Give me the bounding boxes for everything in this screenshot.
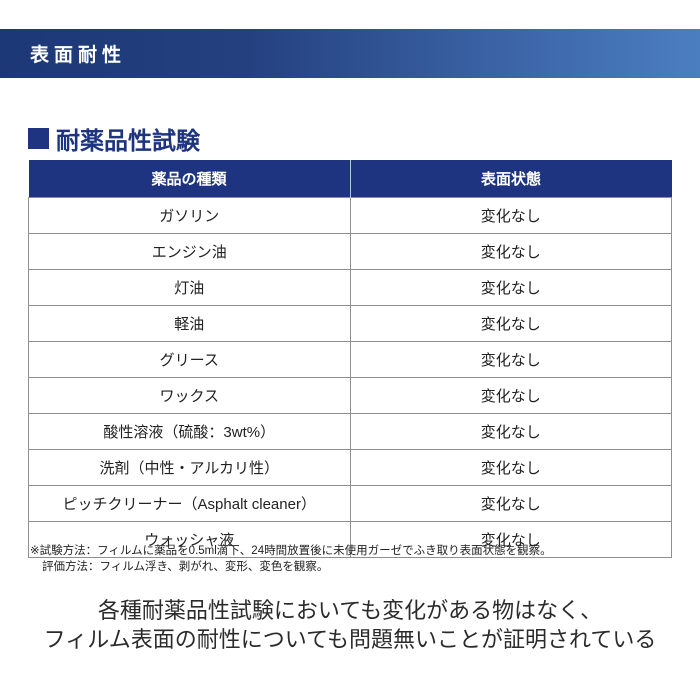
table-cell-chemical: ワックス [28,377,351,414]
table-cell-status: 変化なし [349,521,672,558]
chemical-resistance-table: 薬品の種類 表面状態 ガソリン 変化なし エンジン油 変化なし 灯油 変化なし 軽油 変化なし… [28,160,672,558]
table-header-row: 薬品の種類 表面状態 [28,160,672,198]
table-cell-status: 変化なし [349,269,672,306]
chemical-resistance-table-wrap: 薬品の種類 表面状態 ガソリン 変化なし エンジン油 変化なし 灯油 変化なし 軽油 変化なし… [28,160,672,558]
footnote-test-method: ※試験方法：フィルムに薬品を0.5ml滴下、24時間放置後に未使用ガーゼでふき取… [30,545,552,557]
table-row: グリース 変化なし [28,341,672,378]
conclusion-line-2: フィルム表面の耐性についても問題無いことが証明されている [43,627,657,652]
table-row: ウォッシャ液 変化なし [28,521,672,558]
column-header-chemical-type: 薬品の種類 [28,160,350,198]
page-banner: 表面耐性 [0,29,700,78]
table-cell-chemical: ウォッシャ液 [28,521,351,558]
table-cell-status: 変化なし [349,197,672,234]
conclusion-text: 各種耐薬品性試験においても変化がある物はなく、 フィルム表面の耐性についても問題… [0,596,700,654]
table-cell-chemical: 軽油 [28,305,351,342]
footnote-evaluation-method: 評価方法：フィルム浮き、剥がれ、変形、変色を観察。 [42,561,329,573]
section-marker-icon [28,128,49,149]
section-title: 耐薬品性試験 [56,128,200,155]
table-row: 軽油 変化なし [28,305,672,342]
footnote: ※試験方法：フィルムに薬品を0.5ml滴下、24時間放置後に未使用ガーゼでふき取… [30,543,552,575]
table-cell-status: 変化なし [349,449,672,486]
table-cell-chemical: 酸性溶液（硫酸：3wt%） [28,413,351,450]
table-row: ガソリン 変化なし [28,197,672,234]
table-header: 薬品の種類 表面状態 [28,160,672,198]
banner-title: 表面耐性 [30,45,127,66]
table-cell-status: 変化なし [349,413,672,450]
table-row: 洗剤（中性・アルカリ性） 変化なし [28,449,672,486]
table-cell-status: 変化なし [349,485,672,522]
table-row: 灯油 変化なし [28,269,672,306]
table-cell-chemical: ガソリン [28,197,351,234]
section-heading: 耐薬品性試験 [28,121,200,156]
table-cell-status: 変化なし [349,377,672,414]
table-cell-status: 変化なし [349,305,672,342]
conclusion-line-1: 各種耐薬品性試験においても変化がある物はなく、 [97,598,603,623]
table-cell-chemical: グリース [28,341,351,378]
table-row: 酸性溶液（硫酸：3wt%） 変化なし [28,413,672,450]
table-cell-status: 変化なし [349,341,672,378]
table-row: ピッチクリーナー（Asphalt cleaner） 変化なし [28,485,672,522]
table-cell-chemical: エンジン油 [28,233,351,270]
table-row: ワックス 変化なし [28,377,672,414]
table-cell-chemical: 洗剤（中性・アルカリ性） [28,449,351,486]
table-body: ガソリン 変化なし エンジン油 変化なし 灯油 変化なし 軽油 変化なし グリース 変化なし ワック… [28,197,672,558]
column-header-surface-state: 表面状態 [349,160,672,198]
table-cell-status: 変化なし [349,233,672,270]
table-cell-chemical: 灯油 [28,269,351,306]
table-row: エンジン油 変化なし [28,233,672,270]
table-cell-chemical: ピッチクリーナー（Asphalt cleaner） [28,485,351,522]
